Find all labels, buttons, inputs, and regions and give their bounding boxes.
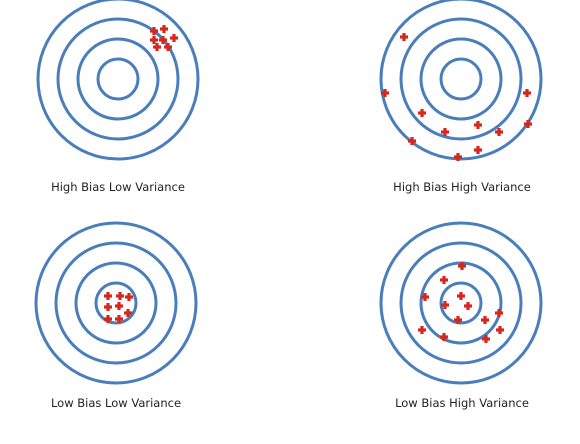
target-low-bias-low-variance	[34, 221, 198, 385]
marker-plus	[381, 89, 389, 97]
marker-plus	[523, 89, 531, 97]
target-ring-1	[379, 0, 543, 161]
target-ring-4	[439, 57, 483, 101]
marker-plus	[104, 303, 112, 311]
marker-plus	[454, 316, 462, 324]
marker-plus	[464, 302, 472, 310]
marker-plus	[400, 33, 408, 41]
marker-plus	[150, 27, 158, 35]
marker-plus	[104, 292, 112, 300]
caption-high-bias-low-variance: High Bias Low Variance	[51, 180, 185, 194]
marker-plus	[170, 34, 178, 42]
marker-plus	[408, 137, 416, 145]
target-ring-1	[36, 0, 200, 161]
marker-plus	[441, 301, 449, 309]
target-ring-3	[74, 261, 158, 345]
target-ring-1	[34, 221, 198, 385]
marker-plus	[458, 262, 466, 270]
marker-plus	[495, 309, 503, 317]
target-ring-2	[399, 241, 523, 365]
marker-plus	[481, 316, 489, 324]
markers-high-bias-low-variance	[150, 25, 178, 51]
target-ring-4	[96, 57, 140, 101]
markers-high-bias-high-variance	[381, 33, 532, 161]
target-high-bias-low-variance	[36, 0, 200, 161]
caption-low-bias-low-variance: Low Bias Low Variance	[51, 396, 181, 410]
panel-low-bias-low-variance: Low Bias Low Variance	[34, 221, 198, 410]
target-ring-2	[54, 241, 178, 365]
caption-high-bias-high-variance: High Bias High Variance	[393, 180, 531, 194]
marker-plus	[418, 326, 426, 334]
marker-plus	[159, 36, 167, 44]
target-ring-2	[399, 17, 523, 141]
marker-plus	[125, 293, 133, 301]
marker-plus	[440, 333, 448, 341]
marker-plus	[496, 326, 504, 334]
target-high-bias-high-variance	[379, 0, 543, 161]
panel-high-bias-high-variance: High Bias High Variance	[379, 0, 543, 194]
target-ring-1	[379, 221, 543, 385]
marker-plus	[153, 43, 161, 51]
panel-high-bias-low-variance: High Bias Low Variance	[36, 0, 200, 194]
marker-plus	[440, 276, 448, 284]
markers-low-bias-low-variance	[104, 292, 133, 323]
marker-plus	[418, 109, 426, 117]
marker-plus	[104, 315, 112, 323]
marker-plus	[115, 315, 123, 323]
marker-plus	[160, 25, 168, 33]
marker-plus	[115, 302, 123, 310]
panel-low-bias-high-variance: Low Bias High Variance	[379, 221, 543, 410]
marker-plus	[457, 292, 465, 300]
caption-low-bias-high-variance: Low Bias High Variance	[395, 396, 529, 410]
marker-plus	[474, 146, 482, 154]
marker-plus	[495, 128, 503, 136]
markers-low-bias-high-variance	[418, 262, 504, 343]
marker-plus	[454, 153, 462, 161]
marker-plus	[164, 43, 172, 51]
target-ring-3	[419, 261, 503, 345]
marker-plus	[474, 121, 482, 129]
marker-plus	[441, 128, 449, 136]
marker-plus	[482, 335, 490, 343]
target-low-bias-high-variance	[379, 221, 543, 385]
target-ring-2	[56, 17, 180, 141]
target-ring-4	[94, 281, 138, 325]
target-ring-4	[439, 281, 483, 325]
marker-plus	[421, 293, 429, 301]
target-ring-3	[76, 37, 160, 121]
marker-plus	[524, 120, 532, 128]
marker-plus	[150, 36, 158, 44]
marker-plus	[116, 292, 124, 300]
marker-plus	[124, 309, 132, 317]
target-ring-3	[419, 37, 503, 121]
